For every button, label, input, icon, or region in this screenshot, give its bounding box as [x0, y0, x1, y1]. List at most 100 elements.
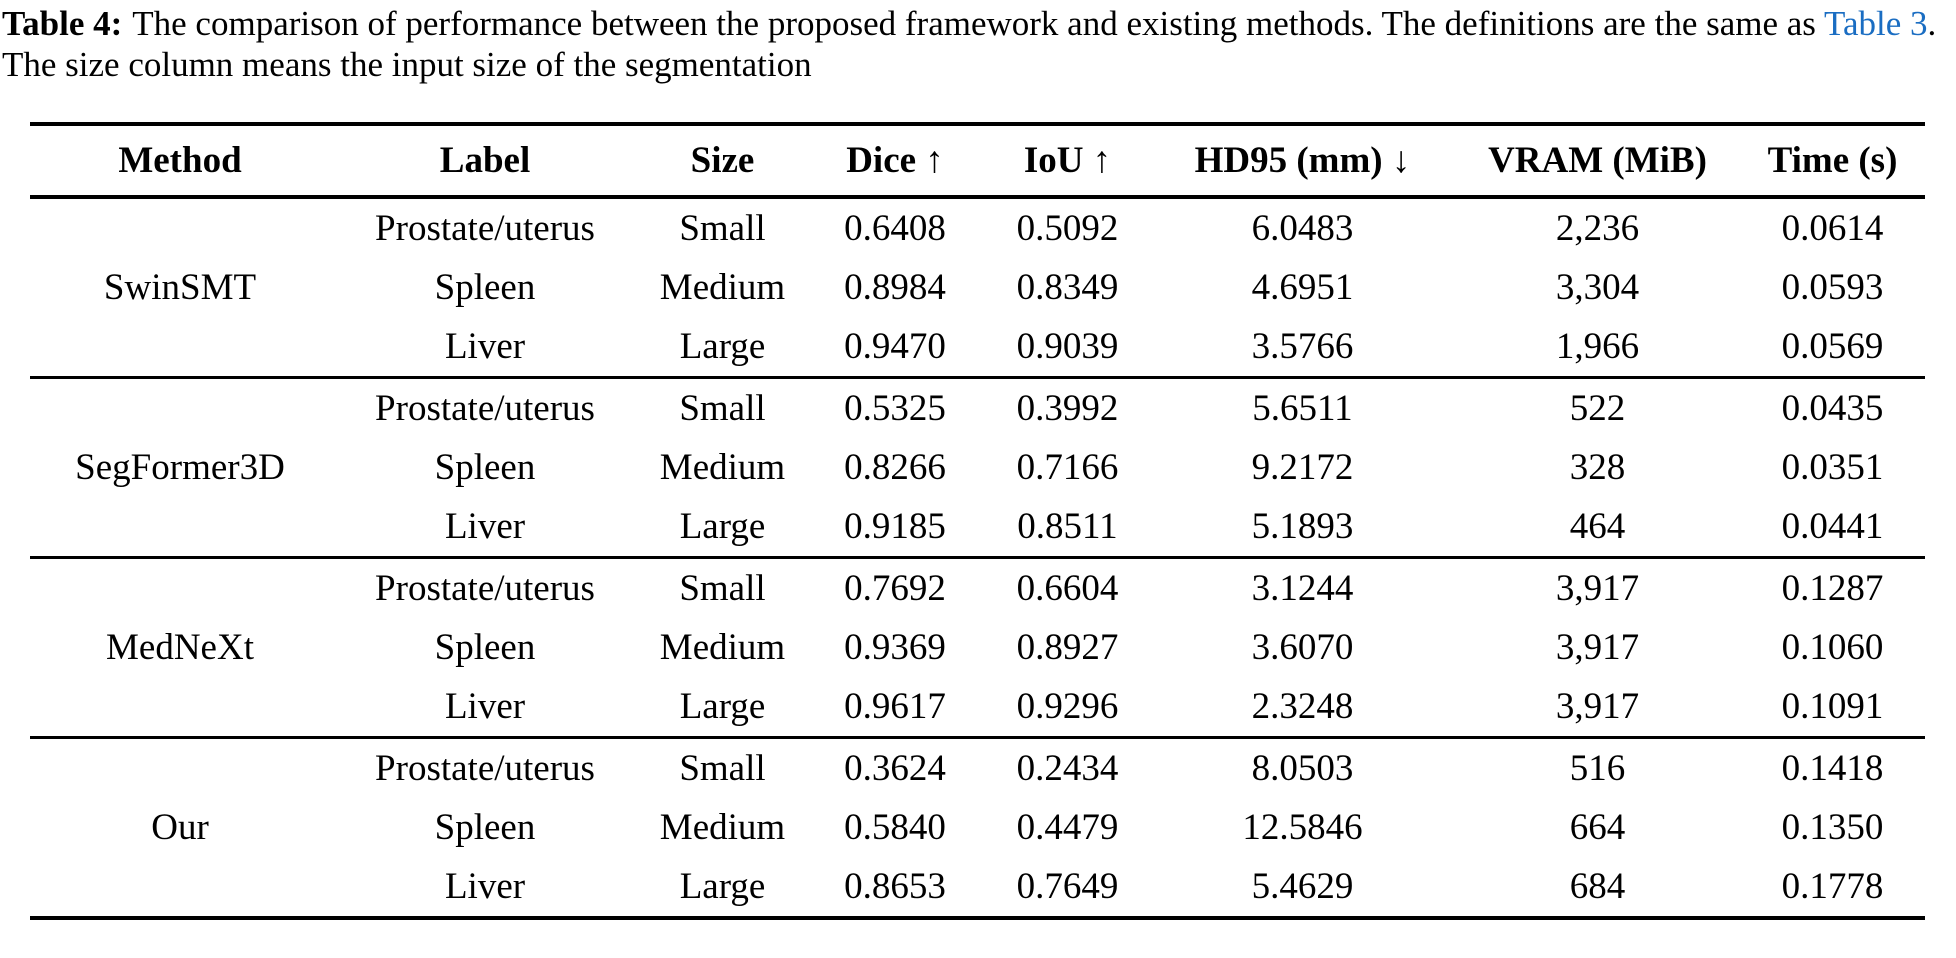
hd95-cell: 5.1893: [1251, 505, 1354, 547]
dice-cell: 0.9470: [844, 325, 946, 367]
label-cell: Liver: [444, 685, 526, 727]
label-cell: Liver: [444, 325, 526, 367]
time-cell: 0.1418: [1740, 735, 1925, 798]
dice-cell: 0.9617: [844, 685, 946, 727]
hd95-cell: 8.0503: [1150, 735, 1455, 798]
time-cell: 0.1778: [1781, 865, 1884, 907]
size-cell: Medium: [659, 446, 786, 488]
table-row: Spleen Medium 0.5840 0.4479 12.5846 664 0.1350: [30, 798, 1925, 857]
time-cell: 0.0569: [1781, 325, 1884, 367]
vram-cell: 3,917: [1555, 685, 1640, 727]
hd95-cell: 3.5766: [1251, 325, 1354, 367]
label-cell: Liver: [444, 865, 526, 907]
dice-cell: 0.8266: [844, 446, 946, 488]
hd95-cell: 3.1244: [1150, 555, 1455, 618]
caption-text-before-link: The comparison of performance between th…: [132, 4, 1825, 43]
hd95-cell: 12.5846: [1242, 806, 1363, 848]
dice-cell: 0.9369: [844, 626, 946, 668]
hd95-cell: 2.3248: [1251, 685, 1354, 727]
dice-cell: 0.8653: [844, 865, 946, 907]
time-cell: 0.0435: [1740, 375, 1925, 438]
table-row: Liver Large 0.9185 0.8511 5.1893 464 0.0441: [30, 497, 1925, 558]
dice-cell: 0.7692: [805, 555, 985, 618]
iou-cell: 0.4479: [1016, 806, 1119, 848]
vram-cell: 464: [1569, 505, 1626, 547]
vram-cell: 522: [1455, 375, 1740, 438]
iou-cell: 0.8927: [1016, 626, 1119, 668]
method-cell: SegFormer3D: [30, 375, 330, 558]
time-cell: 0.0351: [1781, 446, 1884, 488]
label-cell: Prostate/uterus: [330, 195, 640, 258]
hd95-cell: 9.2172: [1251, 446, 1354, 488]
vram-cell: 3,917: [1555, 626, 1640, 668]
label-cell: Spleen: [434, 266, 536, 308]
vram-cell: 2,236: [1455, 195, 1740, 258]
dice-cell: 0.5325: [805, 375, 985, 438]
method-cell: Our: [30, 735, 330, 918]
iou-cell: 0.9039: [1016, 325, 1119, 367]
method-cell: MedNeXt: [30, 555, 330, 738]
column-header-size: Size: [640, 121, 805, 199]
label-cell: Spleen: [434, 806, 536, 848]
header-row: Method Label Size Dice ↑ IoU ↑ HD95 (mm) ↓ VRA…: [30, 121, 1925, 199]
table-row: SegFormer3D Prostate/uterus Small 0.5325 0.3…: [30, 375, 1925, 558]
dice-cell: 0.9185: [844, 505, 946, 547]
size-cell: Medium: [659, 626, 786, 668]
column-header-vram: VRAM (MiB): [1455, 121, 1740, 199]
hd95-cell: 5.6511: [1150, 375, 1455, 438]
table-body: SwinSMT Prostate/uterus Small 0.6408 0.5092 6…: [30, 195, 1925, 918]
vram-cell: 328: [1569, 446, 1626, 488]
iou-cell: 0.6604: [985, 555, 1150, 618]
table3-link[interactable]: Table 3: [1824, 4, 1928, 43]
label-cell: Prostate/uterus: [330, 735, 640, 798]
caption-text-after-link: . The size column means the input size o…: [2, 4, 1937, 84]
size-cell: Small: [640, 375, 805, 438]
vram-cell: 516: [1455, 735, 1740, 798]
size-cell: Large: [679, 325, 766, 367]
label-cell: Prostate/uterus: [330, 555, 640, 618]
iou-cell: 0.5092: [985, 195, 1150, 258]
table-row: Liver Large 0.9470 0.9039 3.5766 1,966 0.0569: [30, 317, 1925, 378]
time-cell: 0.1350: [1781, 806, 1884, 848]
iou-cell: 0.7649: [1016, 865, 1119, 907]
table-row: Our Prostate/uterus Small 0.3624 0.2434 8.050…: [30, 735, 1925, 918]
table-row: Spleen Medium 0.8984 0.8349 4.6951 3,304 0.059…: [30, 258, 1925, 317]
vram-cell: 664: [1569, 806, 1626, 848]
hd95-cell: 5.4629: [1251, 865, 1354, 907]
hd95-cell: 4.6951: [1251, 266, 1354, 308]
time-cell: 0.0441: [1781, 505, 1884, 547]
results-table: Method Label Size Dice ↑ IoU ↑ HD95 (mm) ↓ VRA…: [30, 121, 1925, 920]
column-header-hd95: HD95 (mm) ↓: [1150, 121, 1455, 199]
dice-cell: 0.8984: [844, 266, 946, 308]
time-cell: 0.1060: [1781, 626, 1884, 668]
vram-cell: 3,917: [1455, 555, 1740, 618]
label-cell: Spleen: [434, 446, 536, 488]
time-cell: 0.1091: [1781, 685, 1884, 727]
dice-cell: 0.5840: [844, 806, 946, 848]
table-row: Spleen Medium 0.9369 0.8927 3.6070 3,917 0.106…: [30, 618, 1925, 677]
size-cell: Small: [640, 555, 805, 618]
label-cell: Spleen: [434, 626, 536, 668]
size-cell: Small: [640, 735, 805, 798]
table-row: SwinSMT Prostate/uterus Small 0.6408 0.5092 6…: [30, 195, 1925, 378]
iou-cell: 0.7166: [1016, 446, 1119, 488]
iou-cell: 0.2434: [985, 735, 1150, 798]
dice-cell: 0.3624: [805, 735, 985, 798]
iou-cell: 0.9296: [1016, 685, 1119, 727]
caption-label: Table 4:: [2, 4, 123, 43]
column-header-time: Time (s): [1740, 121, 1925, 199]
table-caption: Table 4: The comparison of performance be…: [0, 0, 1956, 86]
size-cell: Medium: [659, 266, 786, 308]
table-header: Method Label Size Dice ↑ IoU ↑ HD95 (mm) ↓ VRA…: [30, 121, 1925, 199]
hd95-cell: 3.6070: [1251, 626, 1354, 668]
label-cell: Liver: [444, 505, 526, 547]
hd95-cell: 6.0483: [1150, 195, 1455, 258]
size-cell: Large: [679, 505, 766, 547]
time-cell: 0.0593: [1781, 266, 1884, 308]
paper-page: Table 4: The comparison of performance be…: [0, 0, 1956, 920]
column-header-method: Method: [30, 121, 330, 199]
vram-cell: 684: [1569, 865, 1626, 907]
method-cell: SwinSMT: [30, 195, 330, 378]
table-row: Liver Large 0.8653 0.7649 5.4629 684 0.1778: [30, 857, 1925, 918]
size-cell: Small: [640, 195, 805, 258]
